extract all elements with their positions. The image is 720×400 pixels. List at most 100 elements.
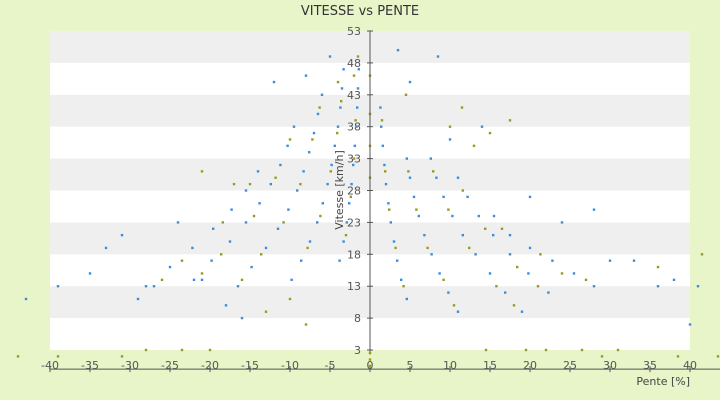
data-point-blue — [430, 253, 433, 256]
data-point-blue — [316, 112, 320, 116]
data-point-blue — [276, 227, 280, 230]
data-point-blue — [400, 278, 403, 282]
data-point-blue — [342, 240, 345, 243]
data-point-blue — [321, 202, 324, 205]
data-point-blue — [435, 176, 438, 179]
data-point-blue — [228, 240, 232, 243]
data-point-blue — [136, 297, 140, 301]
data-point-olive — [468, 246, 471, 250]
data-point-blue — [264, 246, 268, 250]
data-point-blue — [224, 304, 228, 307]
data-point-olive — [452, 304, 456, 307]
data-point-olive — [220, 253, 223, 256]
y-tick-label: 13 — [347, 280, 361, 293]
data-point-blue — [380, 125, 383, 128]
data-point-olive — [495, 285, 498, 288]
data-point-blue — [230, 208, 233, 211]
data-point-olive — [288, 138, 292, 141]
data-point-olive — [432, 170, 435, 173]
data-point-olive — [200, 170, 204, 173]
data-point-blue — [244, 189, 248, 192]
y-tick-label: 28 — [347, 185, 361, 198]
data-point-blue — [308, 151, 311, 154]
data-point-olive — [442, 278, 445, 282]
data-point-blue — [474, 253, 477, 256]
data-point-olive — [394, 246, 397, 250]
data-point-olive — [274, 176, 277, 179]
data-point-olive — [584, 278, 588, 282]
data-point-olive — [368, 364, 372, 368]
data-point-blue — [357, 68, 360, 71]
data-point-blue — [356, 87, 360, 90]
data-point-blue — [379, 106, 382, 109]
data-point-olive — [484, 348, 488, 352]
data-point-blue — [451, 214, 454, 218]
data-point-blue — [328, 55, 332, 58]
y-tick-label: 48 — [347, 57, 361, 70]
data-point-olive — [352, 157, 356, 160]
data-point-olive — [500, 227, 504, 230]
data-point-blue — [330, 163, 333, 167]
data-point-blue — [504, 291, 507, 294]
data-point-olive — [180, 259, 184, 262]
data-point-blue — [286, 144, 289, 148]
data-point-olive — [180, 348, 184, 352]
data-point-olive — [311, 138, 314, 141]
data-point-blue — [436, 55, 440, 58]
data-point-blue — [326, 182, 329, 186]
data-point-blue — [290, 278, 293, 282]
data-point-blue — [191, 246, 194, 250]
data-point-olive — [120, 355, 124, 358]
data-point-blue — [272, 80, 276, 84]
data-point-blue — [192, 278, 196, 282]
data-point-blue — [656, 285, 660, 288]
data-point-olive — [544, 348, 548, 352]
data-point-blue — [152, 285, 156, 288]
data-point-blue — [168, 265, 172, 269]
data-point-olive — [536, 285, 540, 288]
data-point-blue — [408, 176, 412, 179]
data-point-blue — [120, 233, 124, 237]
data-point-olive — [232, 182, 236, 186]
y-tick-label: 43 — [347, 89, 361, 102]
data-point-blue — [508, 253, 512, 256]
data-point-blue — [355, 125, 358, 128]
data-point-blue — [405, 297, 408, 301]
data-point-olive — [349, 195, 352, 199]
data-point-blue — [528, 246, 532, 250]
data-point-olive — [656, 265, 660, 269]
data-point-blue — [342, 68, 345, 71]
data-point-blue — [269, 182, 272, 186]
data-point-blue — [104, 246, 108, 250]
data-point-blue — [527, 272, 530, 275]
data-point-blue — [448, 138, 452, 141]
data-point-blue — [447, 291, 450, 294]
data-point-blue — [423, 233, 426, 237]
data-point-blue — [429, 157, 432, 160]
data-point-blue — [236, 285, 240, 288]
data-point-blue — [508, 233, 512, 237]
data-point-olive — [580, 348, 584, 352]
data-point-blue — [339, 106, 342, 109]
data-point-blue — [144, 285, 148, 288]
data-point-blue — [438, 272, 441, 275]
data-point-olive — [676, 355, 680, 358]
data-point-blue — [405, 157, 408, 160]
data-point-olive — [329, 170, 332, 173]
data-point-blue — [488, 272, 492, 275]
data-point-blue — [250, 265, 253, 269]
data-point-blue — [345, 221, 348, 224]
data-point-blue — [24, 297, 28, 301]
data-point-olive — [512, 304, 516, 307]
x-axis-label: Pente [%] — [636, 375, 690, 388]
data-point-blue — [381, 144, 384, 148]
data-point-olive — [461, 189, 464, 192]
data-point-olive — [318, 106, 321, 109]
data-point-olive — [402, 285, 405, 288]
data-point-blue — [88, 272, 92, 275]
y-tick-label: 3 — [354, 344, 361, 357]
data-point-olive — [447, 208, 450, 211]
data-point-blue — [688, 323, 692, 326]
data-point-olive — [426, 246, 429, 250]
